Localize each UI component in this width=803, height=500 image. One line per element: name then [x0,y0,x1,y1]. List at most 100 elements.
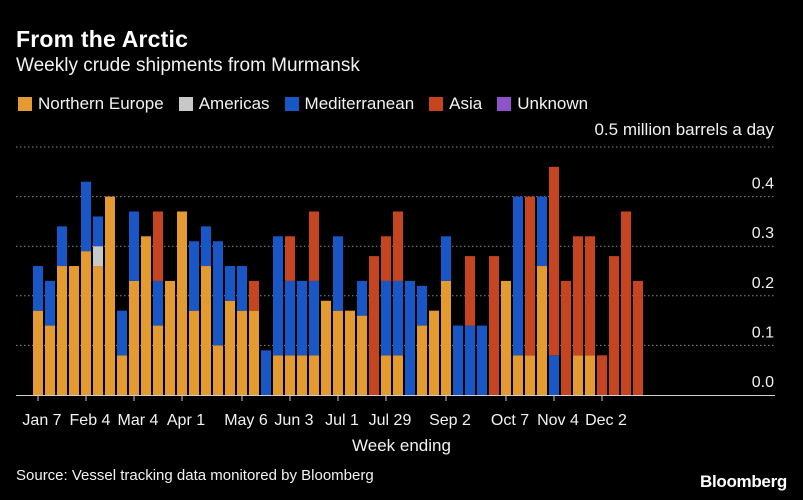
bar-segment-northern-europe [177,211,187,395]
bar-segment-northern-europe [573,355,583,395]
bloomberg-logo: Bloomberg [699,472,787,491]
legend-label: Asia [449,94,483,113]
bar-segment-asia [249,280,259,311]
bar-segment-northern-europe [69,266,79,395]
x-tick-label: Sep 2 [429,412,471,429]
bar-segment-asia [609,256,619,395]
bar-segment-northern-europe [417,325,427,395]
chart-title: From the Arctic [16,26,189,52]
bar-segment-northern-europe [309,355,319,395]
bar-segment-mediterranean [201,226,211,267]
bar-segment-asia [381,236,391,281]
bar-segment-mediterranean [393,280,403,356]
bar-segment-northern-europe [585,355,595,395]
x-tick-label: Jul 29 [369,412,412,429]
bar-segment-northern-europe [201,266,211,395]
bar-segment-northern-europe [525,355,535,395]
bar-segment-mediterranean [477,325,487,395]
bar-segment-northern-europe [285,355,295,395]
bar-segment-asia [153,211,163,281]
legend-swatch-mediterranean [284,97,299,111]
x-tick-label: Nov 4 [537,412,579,429]
bar-segment-northern-europe [189,310,199,395]
bar-segment-northern-europe [249,310,259,395]
legend-label: Unknown [517,94,589,113]
legend-item-northern-europe: Northern Europe [18,94,164,114]
bar-segment-northern-europe [429,310,439,395]
chart-subtitle: Weekly crude shipments from Murmansk [16,55,360,76]
x-tick-label: Jun 3 [274,412,313,429]
bar-segment-asia [621,211,631,395]
bar-segment-northern-europe [321,300,331,395]
bar-segment-mediterranean [225,266,235,301]
bar-segment-mediterranean [261,350,271,395]
bar-segment-mediterranean [117,310,127,356]
bar-segment-northern-europe [225,300,235,395]
bar-segment-northern-europe [333,310,343,395]
bar-segment-northern-europe [105,196,115,395]
bar-segment-mediterranean [357,280,367,316]
bar-segment-asia [285,236,295,281]
bar-segment-asia [549,166,559,356]
bar-segment-asia [465,256,475,326]
x-tick-label: Feb 4 [70,412,111,429]
bar-segment-mediterranean [33,266,43,311]
bar-segment-mediterranean [129,211,139,281]
x-tick-label: Apr 1 [167,412,205,429]
bar-segment-mediterranean [513,196,523,356]
bar-segment-northern-europe [213,345,223,395]
bar-segment-asia [489,256,499,395]
y-tick-label: 0.3 [752,225,774,242]
bar-segment-northern-europe [57,266,67,395]
bar-segment-northern-europe [93,266,103,395]
y-axis-unit-label: 0.5 million barrels a day [594,120,774,139]
bar-segment-asia [561,280,571,395]
legend-swatch-americas [178,97,193,111]
bar-segment-northern-europe [45,325,55,395]
bar-segment-mediterranean [57,226,67,267]
x-tick-label: Dec 2 [585,412,627,429]
x-tick-label: Mar 4 [118,412,159,429]
bar-segment-mediterranean [285,280,295,356]
bar-segment-mediterranean [381,280,391,356]
y-tick-label: 0.1 [752,324,774,341]
bar-segment-northern-europe [237,310,247,395]
legend-swatch-unknown [497,97,512,111]
legend-label: Northern Europe [38,94,164,113]
legend-label: Mediterranean [304,94,415,113]
bar-segment-mediterranean [309,280,319,356]
bar-segment-mediterranean [213,241,223,346]
bar-segment-asia [309,211,319,281]
bar-segment-asia [369,256,379,395]
bar-segment-mediterranean [189,241,199,311]
x-tick-label: May 6 [224,412,268,429]
bar-segment-mediterranean [237,266,247,311]
bar-segment-mediterranean [93,216,103,247]
bar-segment-northern-europe [117,355,127,395]
bar-segment-northern-europe [153,325,163,395]
bar-segment-mediterranean [297,280,307,356]
source-note: Source: Vessel tracking data monitored b… [16,467,374,484]
bar-segment-northern-europe [33,310,43,395]
y-tick-label: 0.0 [752,374,774,391]
bar-segment-northern-europe [537,266,547,395]
bar-segment-asia [585,236,595,356]
bar-segment-northern-europe [513,355,523,395]
legend-item-americas: Americas [178,94,270,114]
bar-segment-mediterranean [417,285,427,326]
bar-segment-northern-europe [381,355,391,395]
bar-segment-mediterranean [549,355,559,395]
bar-segment-northern-europe [165,280,175,395]
bar-segment-northern-europe [393,355,403,395]
x-tick-label: Jul 1 [325,412,359,429]
bar-segment-mediterranean [333,236,343,311]
legend-item-unknown: Unknown [497,94,588,114]
bar-segment-northern-europe [357,315,367,395]
bar-segment-mediterranean [81,181,91,252]
y-tick-label: 0.2 [752,275,774,292]
legend: Northern Europe Americas Mediterranean A… [18,94,603,114]
bar-segment-northern-europe [297,355,307,395]
bar-segment-northern-europe [345,310,355,395]
bar-segment-northern-europe [129,280,139,395]
legend-label: Americas [198,94,270,113]
